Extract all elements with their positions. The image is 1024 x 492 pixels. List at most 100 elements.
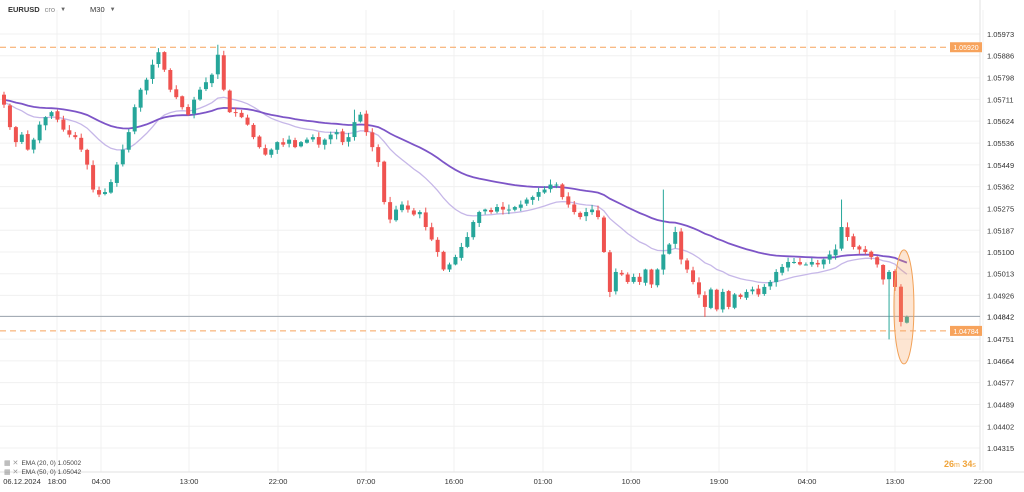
candle-body	[590, 209, 595, 213]
indicator-settings-icon[interactable]: ▦ ✕	[4, 460, 19, 467]
candle-body	[904, 316, 909, 323]
candle-body	[506, 209, 511, 211]
candle-body	[43, 117, 48, 126]
x-tick-label: 01:00	[534, 477, 553, 486]
y-tick-label: 1.05013	[987, 270, 1014, 279]
x-tick-label: 13:00	[886, 477, 905, 486]
candle-body	[887, 271, 892, 280]
candle-body	[441, 251, 446, 270]
candle-body	[97, 190, 102, 195]
candle-body	[869, 251, 874, 257]
y-tick-label: 1.04489	[987, 401, 1014, 410]
x-tick-label: 19:00	[710, 477, 729, 486]
countdown-second-unit: s	[972, 462, 976, 469]
candle-body	[495, 207, 500, 212]
candle-body	[750, 289, 755, 292]
candle-body	[334, 132, 339, 135]
candle-body	[756, 288, 761, 295]
candle-body	[857, 246, 862, 250]
candle-body	[399, 204, 404, 211]
candle-body	[328, 134, 333, 140]
candle-body	[376, 147, 381, 163]
candle-body	[453, 256, 458, 265]
candle-body	[566, 196, 571, 205]
candle-body	[150, 64, 155, 79]
candle-body	[2, 94, 6, 105]
candle-body	[685, 260, 690, 270]
candle-body	[299, 142, 303, 147]
candle-body	[358, 114, 363, 122]
x-tick-label: 04:00	[798, 477, 817, 486]
candle-body	[774, 271, 779, 283]
x-tick-label: 06.12.2024	[3, 477, 41, 486]
candle-body	[560, 184, 565, 198]
candle-body	[780, 266, 785, 273]
candle-body	[423, 212, 428, 228]
indicator-settings-icon[interactable]: ▦ ✕	[4, 469, 19, 476]
candle-body	[239, 112, 244, 118]
legend-ema20[interactable]: EMA (20, 0) 1.05002	[21, 460, 82, 467]
chart-axes	[0, 0, 1024, 473]
x-tick-label: 16:00	[445, 477, 464, 486]
candle-body	[7, 105, 12, 128]
y-tick-label: 1.05886	[987, 52, 1014, 61]
candle-body	[162, 52, 167, 70]
candle-body	[209, 74, 214, 84]
candle-body	[186, 106, 191, 115]
symbol-label[interactable]: EURUSD	[8, 5, 40, 14]
ema20-line	[3, 96, 908, 284]
candle-body	[631, 276, 636, 282]
candle-body	[180, 96, 185, 108]
candle-body	[815, 262, 820, 265]
y-tick-label: 1.05711	[987, 95, 1014, 104]
candle-body	[809, 261, 814, 265]
candle-body	[269, 149, 274, 155]
candle-body	[542, 189, 547, 193]
y-tick-label: 1.04577	[987, 379, 1014, 388]
candle-body	[275, 142, 280, 150]
candle-body	[679, 231, 684, 260]
candle-body	[293, 140, 298, 148]
candle-body	[762, 286, 767, 294]
timeframe-selector[interactable]: M30	[90, 5, 105, 14]
candle-body	[304, 139, 309, 143]
candle-body	[429, 227, 434, 240]
candle-body	[596, 210, 600, 218]
legend-ema50[interactable]: EMA (50, 0) 1.05042	[21, 469, 82, 476]
candle-body	[768, 281, 773, 287]
candle-body	[655, 269, 660, 286]
current-price-label: 1.04842	[987, 312, 1014, 321]
candle-body	[370, 132, 375, 148]
candle-body	[174, 89, 179, 98]
candle-body	[132, 107, 137, 132]
y-tick-label: 1.05100	[987, 248, 1014, 257]
price-level-tag	[950, 325, 982, 336]
y-tick-label: 1.04402	[987, 422, 1014, 431]
candle-body	[287, 139, 292, 144]
candle-body	[601, 217, 606, 252]
timeframe-dropdown-icon[interactable]: ▼	[109, 6, 116, 13]
candle-body	[382, 161, 387, 203]
y-tick-label: 1.05449	[987, 161, 1014, 170]
candle-body	[708, 289, 713, 308]
candle-body	[661, 254, 666, 270]
countdown-minutes: 26	[944, 459, 955, 469]
candle-body	[25, 134, 30, 150]
candle-body	[91, 165, 96, 190]
candle-body	[364, 113, 369, 133]
candle-body	[524, 199, 529, 204]
candle-body	[536, 192, 541, 197]
candle-body	[340, 131, 345, 143]
candle-body	[263, 148, 268, 155]
candle-body	[518, 204, 523, 208]
y-tick-label: 1.04926	[987, 291, 1014, 300]
candle-body	[120, 149, 125, 165]
candle-body	[221, 55, 226, 90]
symbol-dropdown-icon[interactable]: ▼	[60, 6, 67, 13]
price-level-tag	[950, 42, 982, 53]
candle-body	[73, 135, 78, 138]
candle-body	[797, 262, 802, 265]
highlight-ellipse	[893, 249, 915, 365]
candle-body	[417, 212, 422, 215]
